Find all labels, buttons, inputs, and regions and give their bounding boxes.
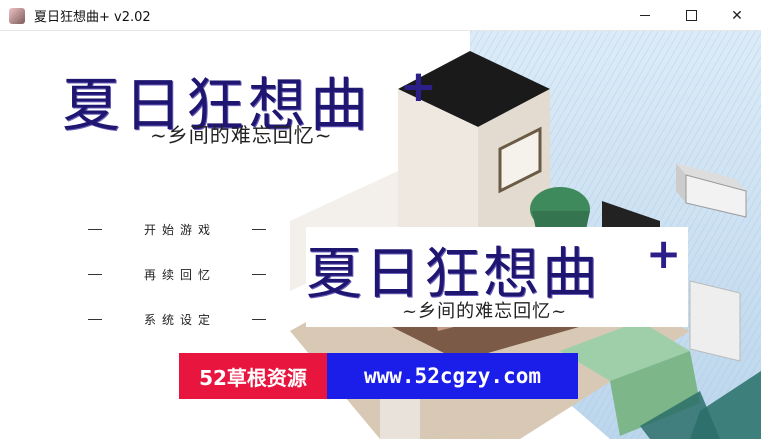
menu-item-start-game[interactable]: 开始游戏 — [88, 219, 266, 239]
menu-item-label: 系统设定 — [143, 312, 216, 327]
game-logo-plus: + — [400, 61, 437, 112]
maximize-button[interactable] — [668, 0, 714, 31]
minimize-icon — [640, 15, 650, 16]
game-title-screen: 夏日狂想曲 + ~乡间的难忘回忆~ 开始游戏 再续回忆 系统设定 夏日狂想曲 +… — [0, 31, 761, 439]
app-icon — [9, 8, 25, 24]
menu-item-label: 开始游戏 — [143, 222, 216, 237]
watermark-site-name: 52草根资源 — [179, 353, 327, 399]
game-logo-subtitle: ~乡间的难忘回忆~ — [150, 123, 333, 147]
menu-dash-right — [251, 318, 266, 320]
menu-dash-left — [88, 228, 102, 230]
minimize-button[interactable] — [622, 0, 668, 31]
menu-dash-right — [251, 228, 266, 230]
menu-item-continue[interactable]: 再续回忆 — [88, 264, 266, 284]
game-logo-title: 夏日狂想曲 — [62, 71, 373, 139]
menu-dash-left — [88, 273, 102, 275]
menu-dash-left — [88, 318, 102, 320]
window-title: 夏日狂想曲+ v2.02 — [34, 10, 151, 25]
watermark-logo-box: 夏日狂想曲 + ~乡间的难忘回忆~ — [306, 227, 688, 327]
menu-item-settings[interactable]: 系统设定 — [88, 309, 266, 329]
title-bar: 夏日狂想曲+ v2.02 ✕ — [0, 0, 761, 31]
watermark-logo-title: 夏日狂想曲 — [306, 242, 601, 307]
maximize-icon — [685, 10, 697, 21]
watermark-logo-subtitle: ~乡间的难忘回忆~ — [402, 301, 568, 322]
close-button[interactable]: ✕ — [714, 0, 760, 31]
close-icon: ✕ — [731, 7, 743, 24]
watermark-site-url: www.52cgzy.com — [327, 353, 578, 399]
menu-item-label: 再续回忆 — [143, 267, 216, 282]
watermark-logo-plus: + — [646, 229, 682, 278]
menu-dash-right — [251, 273, 266, 275]
